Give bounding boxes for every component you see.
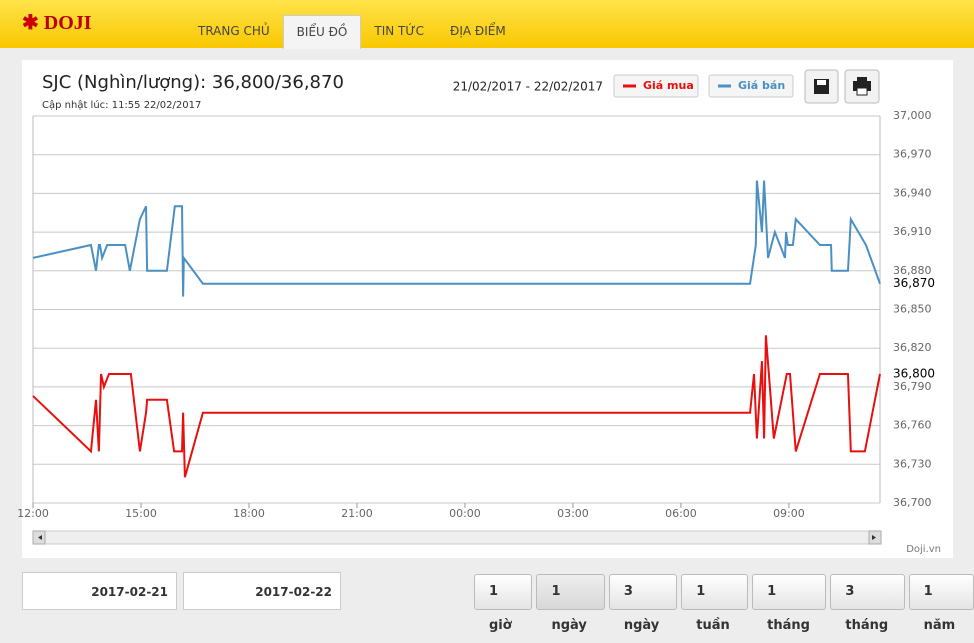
date-to[interactable]: 2017-02-22 (183, 572, 341, 610)
header: ✱ DOJI TRANG CHỦ BIỂU ĐỒ TIN TỨC ĐỊA ĐIỂM (0, 0, 974, 49)
last-value-label: 36,870 (893, 276, 935, 290)
date-from[interactable]: 2017-02-21 (22, 572, 177, 610)
nav-item[interactable]: ĐỊA ĐIỂM (450, 24, 506, 38)
x-tick-label: 09:00 (773, 507, 805, 520)
chart: SJC (Nghìn/lượng): 36,800/36,870 Cập nhậ… (17, 69, 941, 555)
y-tick-label: 36,790 (893, 380, 932, 393)
x-tick-label: 15:00 (125, 507, 157, 520)
subtitle: Cập nhật lúc: 11:55 22/02/2017 (42, 99, 201, 111)
date-range: 21/02/2017 - 22/02/2017 (453, 80, 603, 94)
series-line (32, 335, 881, 478)
y-tick-label: 37,000 (893, 109, 932, 122)
legend-label: Giá bán (738, 79, 785, 92)
last-value-box (889, 366, 935, 382)
legend-label: Giá mua (643, 79, 694, 92)
legend-item[interactable]: Giá mua (613, 74, 699, 98)
y-tick-label: 36,970 (893, 148, 932, 161)
scrollbar[interactable] (32, 530, 882, 545)
range-button[interactable]: 1 ngày (536, 574, 605, 633)
legend-item[interactable]: Giá bán (708, 74, 794, 98)
legend-button (708, 74, 794, 98)
logo[interactable]: ✱ DOJI (22, 12, 92, 34)
series-line (32, 180, 881, 297)
nav: TRANG CHỦ BIỂU ĐỒ TIN TỨC ĐỊA ĐIỂM (185, 15, 519, 49)
chart-title: SJC (Nghìn/lượng): 36,800/36,870 (42, 72, 344, 93)
y-tick-label: 36,910 (893, 225, 932, 238)
last-value-label: 36,800 (893, 367, 935, 381)
y-tick-label: 36,760 (893, 419, 932, 432)
x-tick-label: 06:00 (665, 507, 697, 520)
legend-button (613, 74, 699, 98)
range-button[interactable]: 3 ngày (608, 574, 678, 633)
print-button[interactable] (844, 69, 880, 104)
save-button[interactable] (804, 69, 839, 104)
x-tick-label: 03:00 (557, 507, 589, 520)
last-value-box (889, 275, 935, 292)
x-tick-label: 21:00 (341, 507, 373, 520)
y-tick-label: 36,850 (893, 303, 932, 316)
nav-item[interactable]: TIN TỨC (374, 24, 425, 38)
y-tick-label: 36,700 (893, 496, 932, 509)
range-button[interactable]: 3 tháng (830, 574, 905, 633)
logo-text: DOJI (43, 12, 92, 34)
x-tick-label: 18:00 (233, 507, 265, 520)
range-button[interactable]: 1 tháng (752, 574, 827, 633)
y-tick-label: 36,880 (893, 264, 932, 277)
range-button[interactable]: 1 giờ (474, 574, 533, 633)
x-tick-label: 00:00 (449, 507, 481, 520)
y-tick-label: 36,730 (893, 457, 932, 470)
range-button[interactable]: 1 tuần (681, 574, 749, 633)
nav-item[interactable]: BIỂU ĐỒ (282, 15, 362, 49)
y-tick-label: 36,820 (893, 341, 932, 354)
y-tick-label: 36,940 (893, 186, 932, 199)
range-buttons: 1 giờ 1 ngày 3 ngày 1 tuần 1 tháng 3 tháng 1 n… (474, 574, 974, 633)
range-button[interactable]: 1 năm (908, 574, 974, 633)
x-tick-label: 12:00 (17, 507, 49, 520)
watermark: Doji.vn (906, 544, 941, 555)
nav-item[interactable]: TRANG CHỦ (198, 24, 270, 38)
